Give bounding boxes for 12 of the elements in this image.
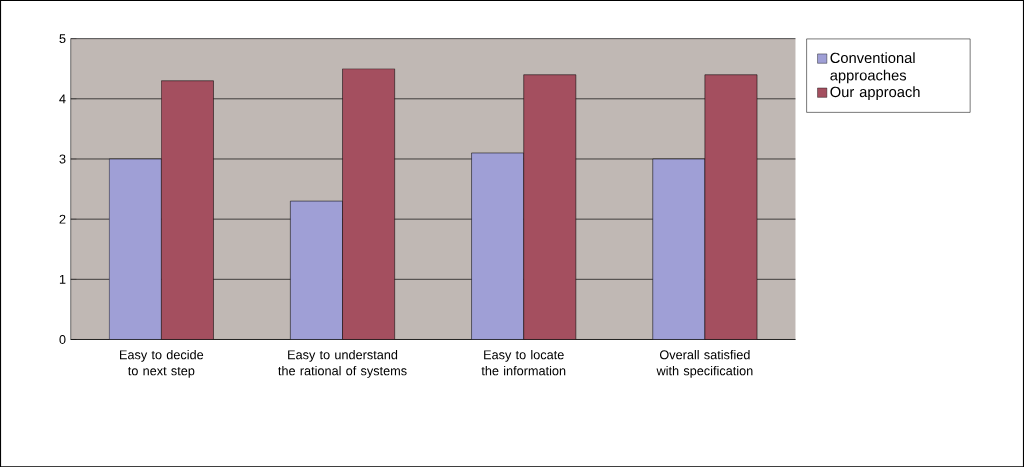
x-tick-label: Easy to locate the information xyxy=(481,349,566,376)
x-tick-label: Overall satisfied with specification xyxy=(656,349,753,378)
y-tick-label: 5 xyxy=(59,34,66,43)
y-tick-label: 1 xyxy=(59,274,66,284)
y-tick-label: 4 xyxy=(59,94,66,103)
y-tick-label: 2 xyxy=(59,214,66,224)
legend-label: Our approach xyxy=(830,86,920,100)
x-tick-label: Easy to decide to next step xyxy=(120,349,204,378)
x-tick-label: Easy to understand the rational of systems xyxy=(278,349,407,378)
legend-label: Conventional approaches xyxy=(830,52,915,84)
y-tick-label: 3 xyxy=(59,154,66,164)
y-tick-label: 0 xyxy=(59,334,66,344)
